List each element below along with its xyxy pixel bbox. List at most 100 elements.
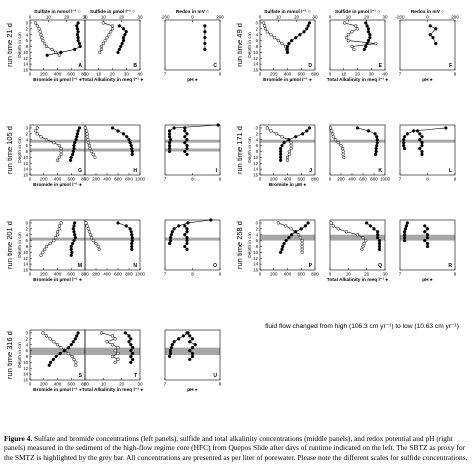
- data-point: [129, 230, 133, 234]
- data-point: [85, 129, 89, 133]
- top-tick-label: -200: [160, 15, 170, 20]
- data-point: [402, 135, 407, 139]
- data-point: [262, 24, 267, 28]
- bottom-axis-label: pH ●: [422, 277, 433, 283]
- depth-tick-label: 8: [256, 244, 259, 249]
- data-point: [276, 38, 280, 43]
- data-point: [418, 138, 422, 142]
- data-point: [113, 337, 117, 341]
- data-point: [287, 41, 291, 46]
- top-axis-label: Sulfide in µmol l⁻¹ ○: [335, 9, 380, 15]
- data-point: [99, 47, 104, 52]
- top-tick-label: 20: [64, 15, 70, 20]
- data-point: [127, 340, 131, 344]
- depth-axis-label: Depth in cm: [17, 32, 23, 58]
- data-point: [423, 238, 427, 243]
- data-point: [168, 235, 173, 240]
- series-line-top: [267, 127, 292, 161]
- bottom-tick-label: 1000: [380, 177, 391, 182]
- data-point: [76, 30, 80, 34]
- bottom-tick-label: 400: [103, 177, 111, 182]
- bottom-axis-label: pH ●: [422, 77, 433, 83]
- top-tick-label: 10: [346, 15, 352, 20]
- bottom-tick-label: 30: [124, 72, 130, 77]
- data-point: [68, 158, 73, 162]
- data-point: [123, 33, 127, 37]
- depth-axis-label: Depth in cm: [247, 32, 253, 58]
- data-point: [86, 140, 90, 145]
- data-point: [300, 238, 304, 243]
- data-point: [41, 250, 45, 255]
- data-point: [342, 155, 346, 160]
- bottom-tick-label: 9: [454, 177, 457, 182]
- data-point: [402, 233, 407, 237]
- data-point: [300, 241, 304, 246]
- bottom-axis-label: Bromide in µM ●: [269, 182, 306, 188]
- data-point: [298, 235, 302, 240]
- data-point: [110, 343, 115, 347]
- data-point: [52, 340, 56, 344]
- top-axis-label: Sulfate in mmol l⁻¹ ○: [34, 9, 81, 15]
- top-tick-label: 0: [426, 15, 429, 20]
- bottom-tick-label: 600: [67, 272, 75, 277]
- depth-axis-label: Depth in cm: [17, 137, 23, 163]
- data-point: [77, 41, 82, 46]
- bottom-tick-label: 400: [54, 272, 62, 277]
- data-point: [185, 132, 189, 136]
- bottom-tick-label: 40: [137, 72, 143, 77]
- data-point: [373, 132, 377, 136]
- panel-I: 7 8 9I: [164, 123, 222, 182]
- data-point: [167, 143, 172, 148]
- data-point: [72, 238, 76, 243]
- depth-tick-label: 4: [256, 232, 259, 237]
- data-point: [278, 146, 283, 151]
- panel-frame: [29, 219, 86, 271]
- data-point: [131, 357, 135, 362]
- data-point: [188, 357, 192, 362]
- sbtz-band: [330, 139, 385, 143]
- data-point: [402, 238, 407, 243]
- data-point: [59, 146, 63, 151]
- depth-tick-label: 8: [26, 149, 29, 154]
- data-point: [48, 360, 53, 365]
- data-point: [431, 35, 435, 40]
- bottom-tick-label: 200: [40, 177, 48, 182]
- sbtz-band: [30, 139, 85, 143]
- depth-tick-label: 4: [26, 342, 29, 347]
- data-point: [185, 331, 189, 335]
- panel-R: 7 8 pH ● R: [399, 219, 457, 283]
- data-point: [35, 126, 39, 130]
- data-point: [169, 233, 174, 237]
- data-point: [423, 224, 427, 228]
- depth-tick-label: 8: [26, 354, 29, 359]
- run-time-label: run time 201 d: [5, 221, 14, 269]
- data-point: [366, 27, 371, 31]
- data-point: [365, 41, 369, 46]
- data-point: [444, 126, 448, 130]
- depth-tick-label: 10: [23, 360, 28, 365]
- bottom-tick-label: 800: [81, 72, 89, 77]
- bottom-tick-label: 0: [84, 382, 87, 387]
- data-point: [167, 132, 172, 136]
- top-tick-label: 10: [101, 15, 107, 20]
- bottom-tick-label: 800: [311, 72, 319, 77]
- series-line-top: [344, 22, 376, 50]
- bottom-tick-label: 600: [297, 72, 305, 77]
- top-tick-label: 10: [46, 15, 52, 20]
- data-point: [336, 140, 340, 145]
- bottom-tick-label: 600: [297, 272, 305, 277]
- bottom-tick-label: 0: [84, 177, 87, 182]
- depth-tick-label: 14: [253, 167, 258, 172]
- depth-tick-label: 6: [256, 238, 259, 243]
- data-point: [85, 132, 89, 136]
- data-point: [402, 138, 406, 142]
- data-point: [216, 123, 220, 127]
- depth-tick-label: 14: [23, 62, 28, 67]
- panel-L: 7 8 9L: [399, 124, 457, 182]
- panel-letter: A: [78, 63, 82, 69]
- run-time-label: run time 105 d: [5, 126, 14, 174]
- sbtz-band: [165, 237, 220, 241]
- data-point: [76, 38, 80, 43]
- data-point: [376, 230, 380, 234]
- data-point: [302, 30, 306, 34]
